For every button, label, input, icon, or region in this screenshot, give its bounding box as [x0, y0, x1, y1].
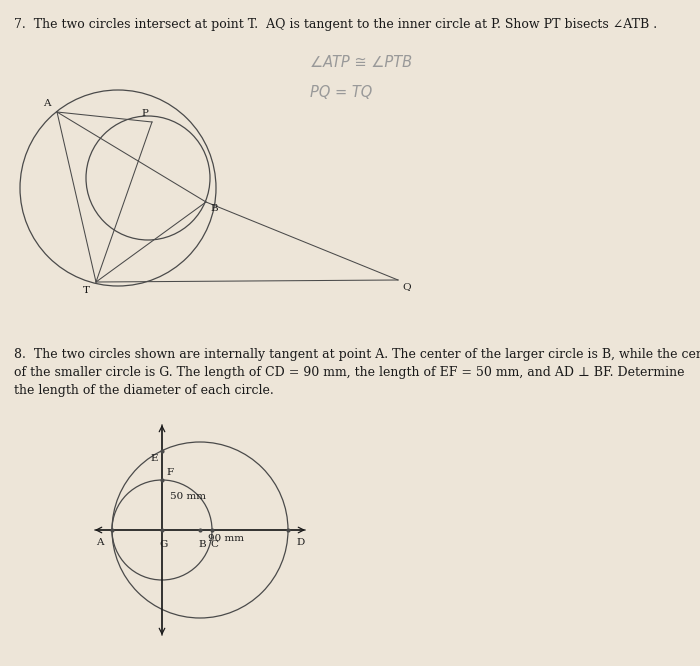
Text: A: A — [43, 99, 51, 108]
Text: D: D — [296, 538, 304, 547]
Text: B: B — [210, 204, 218, 213]
Text: the length of the diameter of each circle.: the length of the diameter of each circl… — [14, 384, 274, 397]
Text: A: A — [97, 538, 104, 547]
Text: T: T — [83, 286, 90, 295]
Text: 7.  The two circles intersect at point T.  AQ is tangent to the inner circle at : 7. The two circles intersect at point T.… — [14, 18, 657, 31]
Text: F: F — [166, 468, 173, 477]
Text: of the smaller circle is G. The length of CD = 90 mm, the length of EF = 50 mm, : of the smaller circle is G. The length o… — [14, 366, 685, 379]
Text: Q: Q — [402, 282, 411, 291]
Text: B: B — [198, 540, 206, 549]
Text: 90 mm: 90 mm — [208, 534, 244, 543]
Text: E: E — [150, 454, 158, 463]
Text: 50 mm: 50 mm — [170, 492, 206, 501]
Text: P: P — [141, 109, 148, 118]
Text: ∠ATP ≅ ∠PTB: ∠ATP ≅ ∠PTB — [310, 55, 412, 70]
Text: 8.  The two circles shown are internally tangent at point A. The center of the l: 8. The two circles shown are internally … — [14, 348, 700, 361]
Text: PQ = TQ: PQ = TQ — [310, 85, 372, 100]
Text: C: C — [210, 540, 218, 549]
Text: G: G — [160, 540, 168, 549]
